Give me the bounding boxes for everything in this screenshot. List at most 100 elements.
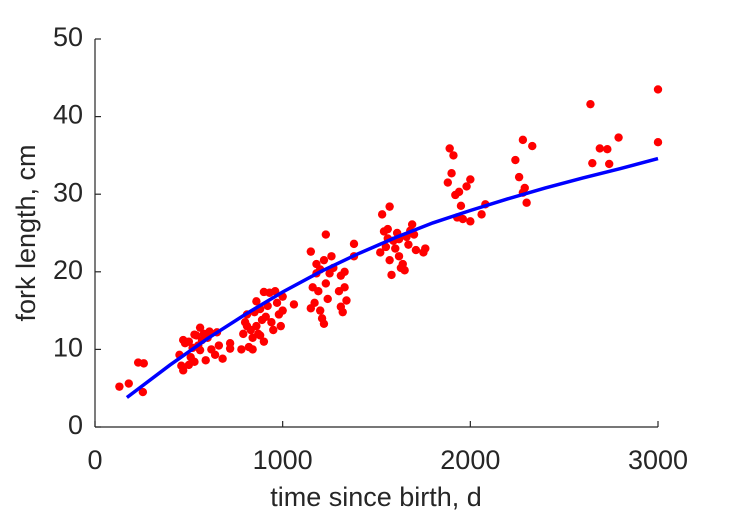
x-tick-label: 3000 <box>628 445 688 475</box>
point <box>400 266 409 275</box>
point <box>214 341 224 350</box>
point <box>269 325 278 335</box>
point <box>462 182 471 191</box>
point <box>588 158 597 168</box>
point <box>466 217 475 226</box>
point <box>138 387 148 397</box>
point <box>383 224 392 234</box>
point <box>385 202 394 211</box>
point <box>377 210 387 219</box>
point <box>614 133 623 142</box>
y-tick-label: 50 <box>53 22 83 52</box>
point <box>518 135 528 145</box>
point <box>259 337 269 346</box>
point <box>323 294 332 304</box>
point <box>195 323 205 332</box>
point <box>511 155 520 165</box>
point <box>411 245 421 255</box>
point <box>391 244 400 253</box>
point <box>272 298 282 308</box>
point <box>237 345 246 354</box>
point <box>586 99 595 109</box>
x-axis-label: time since birth, d <box>270 482 482 512</box>
point <box>595 144 605 153</box>
point <box>190 330 199 339</box>
point <box>210 350 220 360</box>
point <box>477 210 486 219</box>
point <box>456 201 466 211</box>
point <box>528 141 537 151</box>
point <box>458 214 468 224</box>
point <box>205 327 214 336</box>
point <box>445 144 454 153</box>
point <box>179 335 188 345</box>
point <box>179 366 188 375</box>
point <box>267 318 276 327</box>
point <box>276 321 285 331</box>
point <box>321 230 331 239</box>
point <box>376 248 385 257</box>
y-tick-label: 0 <box>68 410 83 440</box>
point <box>314 287 323 296</box>
point <box>195 345 205 355</box>
point <box>239 329 248 339</box>
point <box>242 321 252 331</box>
y-tick-label: 20 <box>53 255 83 285</box>
point <box>447 169 456 178</box>
point <box>520 183 529 193</box>
point <box>255 331 265 340</box>
point <box>454 187 464 197</box>
point <box>319 319 329 328</box>
y-tick-label: 30 <box>53 177 83 207</box>
point <box>522 198 531 207</box>
point <box>278 306 287 315</box>
y-tick-label: 10 <box>53 333 83 363</box>
point <box>289 300 299 309</box>
y-tick-label: 40 <box>53 100 83 130</box>
point <box>225 344 235 353</box>
point <box>201 356 210 365</box>
point <box>139 359 148 368</box>
fit-line <box>125 156 659 399</box>
x-tick-label: 0 <box>87 445 102 475</box>
point <box>404 240 413 249</box>
point <box>342 296 351 305</box>
x-tick-label: 1000 <box>253 445 313 475</box>
x-tick-label: 2000 <box>440 445 500 475</box>
point <box>394 252 404 261</box>
y-axis-label: fork length, cm <box>11 144 41 321</box>
point <box>306 247 316 256</box>
point <box>349 239 359 249</box>
point <box>443 178 453 187</box>
point <box>514 172 524 182</box>
point <box>407 220 417 229</box>
point <box>387 270 396 280</box>
point <box>115 382 124 391</box>
point <box>338 307 347 317</box>
point <box>340 267 349 276</box>
point <box>312 259 321 269</box>
point <box>252 321 261 331</box>
point <box>327 252 336 261</box>
point <box>316 306 325 315</box>
point <box>653 138 663 147</box>
point <box>340 283 349 292</box>
point <box>252 297 261 306</box>
point <box>259 287 269 297</box>
point <box>319 255 329 265</box>
point <box>603 144 612 154</box>
point <box>218 354 227 363</box>
point <box>421 244 430 253</box>
point <box>466 175 475 184</box>
point <box>449 151 458 160</box>
point <box>605 159 614 169</box>
point <box>184 360 194 370</box>
point <box>321 279 331 288</box>
point <box>385 255 394 265</box>
point <box>261 312 270 322</box>
point <box>248 345 257 354</box>
point <box>381 242 391 252</box>
point <box>306 304 316 313</box>
point <box>653 85 663 94</box>
